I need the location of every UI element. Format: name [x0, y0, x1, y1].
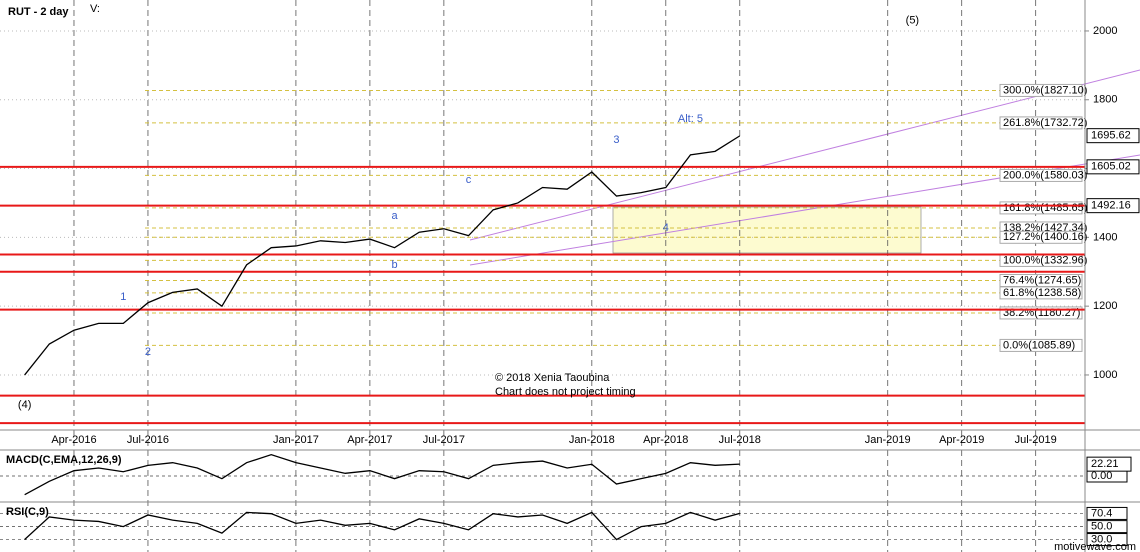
chart-title: RUT - 2 day [8, 6, 69, 18]
fib-label-box [999, 116, 1083, 130]
fib-label: 200.0%(1580.03) [1003, 169, 1087, 181]
y-tick-label: 70.4 [1091, 507, 1112, 519]
trend-line [469, 69, 1140, 241]
y-tick-label: 1200 [1093, 300, 1117, 312]
y-tick-label: 50.0 [1091, 521, 1112, 533]
fib-label: 161.8%(1485.65) [1003, 202, 1087, 214]
x-tick-label: Jan-2018 [569, 434, 615, 446]
x-tick-label: Jul-2019 [1015, 434, 1057, 446]
price-line [24, 453, 740, 496]
subtitle: V: [90, 3, 100, 15]
fib-label-box [999, 230, 1083, 244]
wave-label: (4) [18, 399, 31, 411]
fib-label: 61.8%(1238.58) [1003, 287, 1081, 299]
y-tick-label: 1000 [1093, 369, 1117, 381]
y-tick-label: 2000 [1093, 25, 1117, 37]
x-tick-label: Jul-2016 [127, 434, 169, 446]
x-tick-label: Apr-2019 [939, 434, 984, 446]
fib-label-box [999, 338, 1083, 352]
fib-label-box [999, 83, 1083, 97]
y-tick-label: 1400 [1093, 231, 1117, 243]
fib-label: 127.2%(1400.16) [1003, 231, 1087, 243]
price-label: 1695.62 [1091, 130, 1131, 142]
x-tick-label: Jul-2018 [719, 434, 761, 446]
tick-box [1086, 506, 1128, 520]
fib-label: 261.8%(1732.72) [1003, 117, 1087, 129]
x-tick-label: Apr-2016 [51, 434, 96, 446]
wave-label: 2 [145, 346, 151, 358]
fib-label: 100.0%(1332.96) [1003, 254, 1087, 266]
fib-label-box [999, 168, 1083, 182]
y-tick-label: 30.0 [1091, 533, 1112, 545]
watermark: motivewave.com [1054, 541, 1136, 552]
price-box [1086, 159, 1140, 175]
price-line [24, 135, 741, 376]
tick-box [1086, 533, 1128, 547]
wave-label: Alt: 5 [678, 113, 703, 125]
x-tick-label: Jan-2017 [273, 434, 319, 446]
price-box [1086, 456, 1132, 472]
tick-box [1086, 520, 1128, 534]
wave-label: b [391, 259, 397, 271]
price-box [1086, 198, 1140, 214]
wave-label: 1 [120, 291, 126, 303]
x-tick-label: Apr-2018 [643, 434, 688, 446]
wave-label: (5) [906, 15, 919, 27]
panel-title: MACD(C,EMA,12,26,9) [6, 454, 122, 466]
y-tick-label: 1800 [1093, 94, 1117, 106]
y-tick-label: 0.00 [1091, 470, 1112, 482]
x-tick-label: Jan-2019 [865, 434, 911, 446]
fib-label: 300.0%(1827.10) [1003, 84, 1087, 96]
fib-label-box [999, 286, 1083, 300]
panel-title: RSI(C,9) [6, 506, 49, 518]
price-label: 22.21 [1091, 458, 1119, 470]
x-tick-label: Apr-2017 [347, 434, 392, 446]
wave-label: a [391, 210, 398, 222]
fib-label: 0.0%(1085.89) [1003, 339, 1075, 351]
wave-label: c [466, 174, 472, 186]
credit: Chart does not project timing [495, 386, 636, 398]
credit: © 2018 Xenia Taoubina [495, 372, 610, 384]
x-tick-label: Jul-2017 [423, 434, 465, 446]
wave-label: 4 [663, 222, 669, 234]
target-box [612, 206, 922, 254]
price-line [24, 511, 740, 541]
price-box [1086, 128, 1140, 144]
wave-label: 3 [613, 134, 619, 146]
price-label: 1492.16 [1091, 200, 1131, 212]
fib-label: 76.4%(1274.65) [1003, 274, 1081, 286]
price-label: 1605.02 [1091, 161, 1131, 173]
